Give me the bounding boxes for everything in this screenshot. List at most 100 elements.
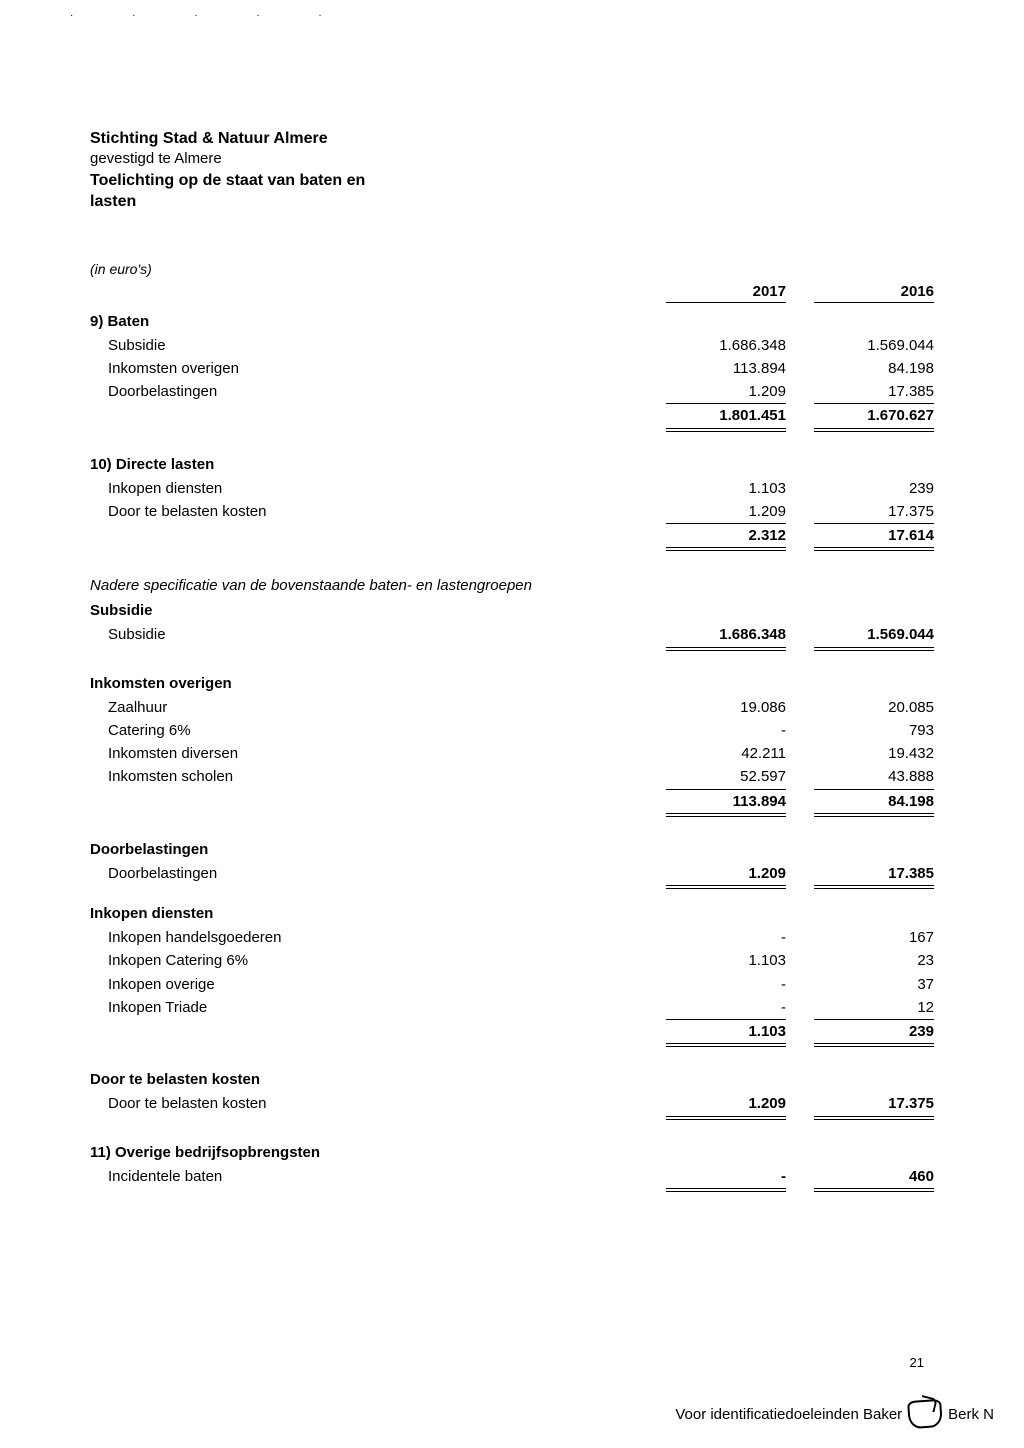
cell-y1: - <box>666 1165 786 1192</box>
section-baten-title: 9) Baten <box>90 313 934 330</box>
cell-y1: 1.209 <box>666 1092 786 1119</box>
table-row: Inkomsten scholen 52.597 43.888 <box>90 765 934 789</box>
section-ink-dienst-title: Inkopen diensten <box>90 905 934 922</box>
total-row: 2.312 17.614 <box>90 524 934 551</box>
row-label: Door te belasten kosten <box>90 500 666 523</box>
cell-y2: 19.432 <box>814 742 934 765</box>
table-row: Inkopen Triade - 12 <box>90 996 934 1020</box>
cell-y2: 37 <box>814 973 934 996</box>
row-label: Doorbelastingen <box>90 380 666 403</box>
cell-y1: - <box>666 973 786 996</box>
cell-y1: - <box>666 719 786 742</box>
section-ink-over-title: Inkomsten overigen <box>90 675 934 692</box>
page-number: 21 <box>910 1355 924 1370</box>
cell-y2: 167 <box>814 926 934 949</box>
cell-y2: 1.569.044 <box>814 334 934 357</box>
cell-y1: 1.209 <box>666 500 786 524</box>
cell-y2: 17.375 <box>814 1092 934 1119</box>
cell-y1: 1.686.348 <box>666 334 786 357</box>
scan-artifacts: · · · · · <box>70 10 350 21</box>
cell-y2: 1.569.044 <box>814 623 934 650</box>
cell-y1: - <box>666 996 786 1020</box>
year-headers: 2017 2016 <box>90 283 934 303</box>
footer: Voor identificatiedoeleinden Baker Berk … <box>675 1400 994 1428</box>
total-row: 1.801.451 1.670.627 <box>90 404 934 431</box>
total-row: 113.894 84.198 <box>90 790 934 817</box>
cell-y2: 43.888 <box>814 765 934 789</box>
cell-y1: 113.894 <box>666 357 786 380</box>
row-label: Inkomsten overigen <box>90 357 666 380</box>
row-label: Inkopen Catering 6% <box>90 949 666 972</box>
cell-y1: 1.686.348 <box>666 623 786 650</box>
section-overige-title: 11) Overige bedrijfsopbrengsten <box>90 1144 934 1161</box>
currency-note: (in euro's) <box>90 261 934 277</box>
table-row: Catering 6% - 793 <box>90 719 934 742</box>
document-title: Toelichting op de staat van baten en las… <box>90 171 450 213</box>
total-y2: 84.198 <box>814 790 934 817</box>
cell-y1: - <box>666 926 786 949</box>
row-label: Door te belasten kosten <box>90 1092 666 1115</box>
organization-name: Stichting Stad & Natuur Almere <box>90 130 934 148</box>
total-y1: 1.801.451 <box>666 404 786 431</box>
cell-y2: 793 <box>814 719 934 742</box>
cell-y1: 42.211 <box>666 742 786 765</box>
total-y1: 113.894 <box>666 790 786 817</box>
page: · · · · · Stichting Stad & Natuur Almere… <box>0 0 1024 1448</box>
row-label: Doorbelastingen <box>90 862 666 885</box>
table-row: Inkopen handelsgoederen - 167 <box>90 926 934 949</box>
title-line-1: Toelichting op de staat van baten en <box>90 172 365 189</box>
total-y1: 1.103 <box>666 1020 786 1047</box>
year-2: 2016 <box>814 283 934 303</box>
table-row: Subsidie 1.686.348 1.569.044 <box>90 623 934 650</box>
cell-y2: 460 <box>814 1165 934 1192</box>
table-row: Inkopen diensten 1.103 239 <box>90 477 934 500</box>
table-row: Door te belasten kosten 1.209 17.375 <box>90 500 934 524</box>
cell-y1: 1.209 <box>666 380 786 404</box>
header: Stichting Stad & Natuur Almere gevestigd… <box>90 130 934 213</box>
cell-y2: 20.085 <box>814 696 934 719</box>
signature-mark-icon <box>907 1399 943 1429</box>
cell-y1: 1.209 <box>666 862 786 889</box>
row-label: Inkopen diensten <box>90 477 666 500</box>
cell-y1: 52.597 <box>666 765 786 789</box>
row-label: Inkomsten scholen <box>90 765 666 788</box>
row-label: Zaalhuur <box>90 696 666 719</box>
cell-y2: 17.375 <box>814 500 934 524</box>
year-1: 2017 <box>666 283 786 303</box>
table-row: Zaalhuur 19.086 20.085 <box>90 696 934 719</box>
cell-y2: 17.385 <box>814 862 934 889</box>
footer-prefix: Voor identificatiedoeleinden Baker <box>675 1406 902 1423</box>
table-row: Inkopen Catering 6% 1.103 23 <box>90 949 934 972</box>
table-row: Inkomsten overigen 113.894 84.198 <box>90 357 934 380</box>
row-label: Incidentele baten <box>90 1165 666 1188</box>
specification-note: Nadere specificatie van de bovenstaande … <box>90 577 934 594</box>
section-directe-title: 10) Directe lasten <box>90 456 934 473</box>
footer-suffix: Berk N <box>948 1406 994 1423</box>
section-subsidie-title: Subsidie <box>90 602 934 619</box>
cell-y1: 19.086 <box>666 696 786 719</box>
total-y2: 17.614 <box>814 524 934 551</box>
row-label: Inkopen handelsgoederen <box>90 926 666 949</box>
total-y2: 1.670.627 <box>814 404 934 431</box>
table-row: Inkopen overige - 37 <box>90 973 934 996</box>
total-y2: 239 <box>814 1020 934 1047</box>
row-label: Inkopen overige <box>90 973 666 996</box>
total-row: 1.103 239 <box>90 1020 934 1047</box>
cell-y1: 1.103 <box>666 477 786 500</box>
table-row: Door te belasten kosten 1.209 17.375 <box>90 1092 934 1119</box>
table-row: Doorbelastingen 1.209 17.385 <box>90 380 934 404</box>
title-line-2: lasten <box>90 193 136 210</box>
cell-y2: 84.198 <box>814 357 934 380</box>
row-label: Subsidie <box>90 623 666 646</box>
table-row: Doorbelastingen 1.209 17.385 <box>90 862 934 889</box>
section-door-bel-k-title: Door te belasten kosten <box>90 1071 934 1088</box>
cell-y2: 17.385 <box>814 380 934 404</box>
row-label: Inkopen Triade <box>90 996 666 1019</box>
row-label: Subsidie <box>90 334 666 357</box>
table-row: Incidentele baten - 460 <box>90 1165 934 1192</box>
table-row: Subsidie 1.686.348 1.569.044 <box>90 334 934 357</box>
cell-y1: 1.103 <box>666 949 786 972</box>
cell-y2: 12 <box>814 996 934 1020</box>
table-row: Inkomsten diversen 42.211 19.432 <box>90 742 934 765</box>
cell-y2: 239 <box>814 477 934 500</box>
